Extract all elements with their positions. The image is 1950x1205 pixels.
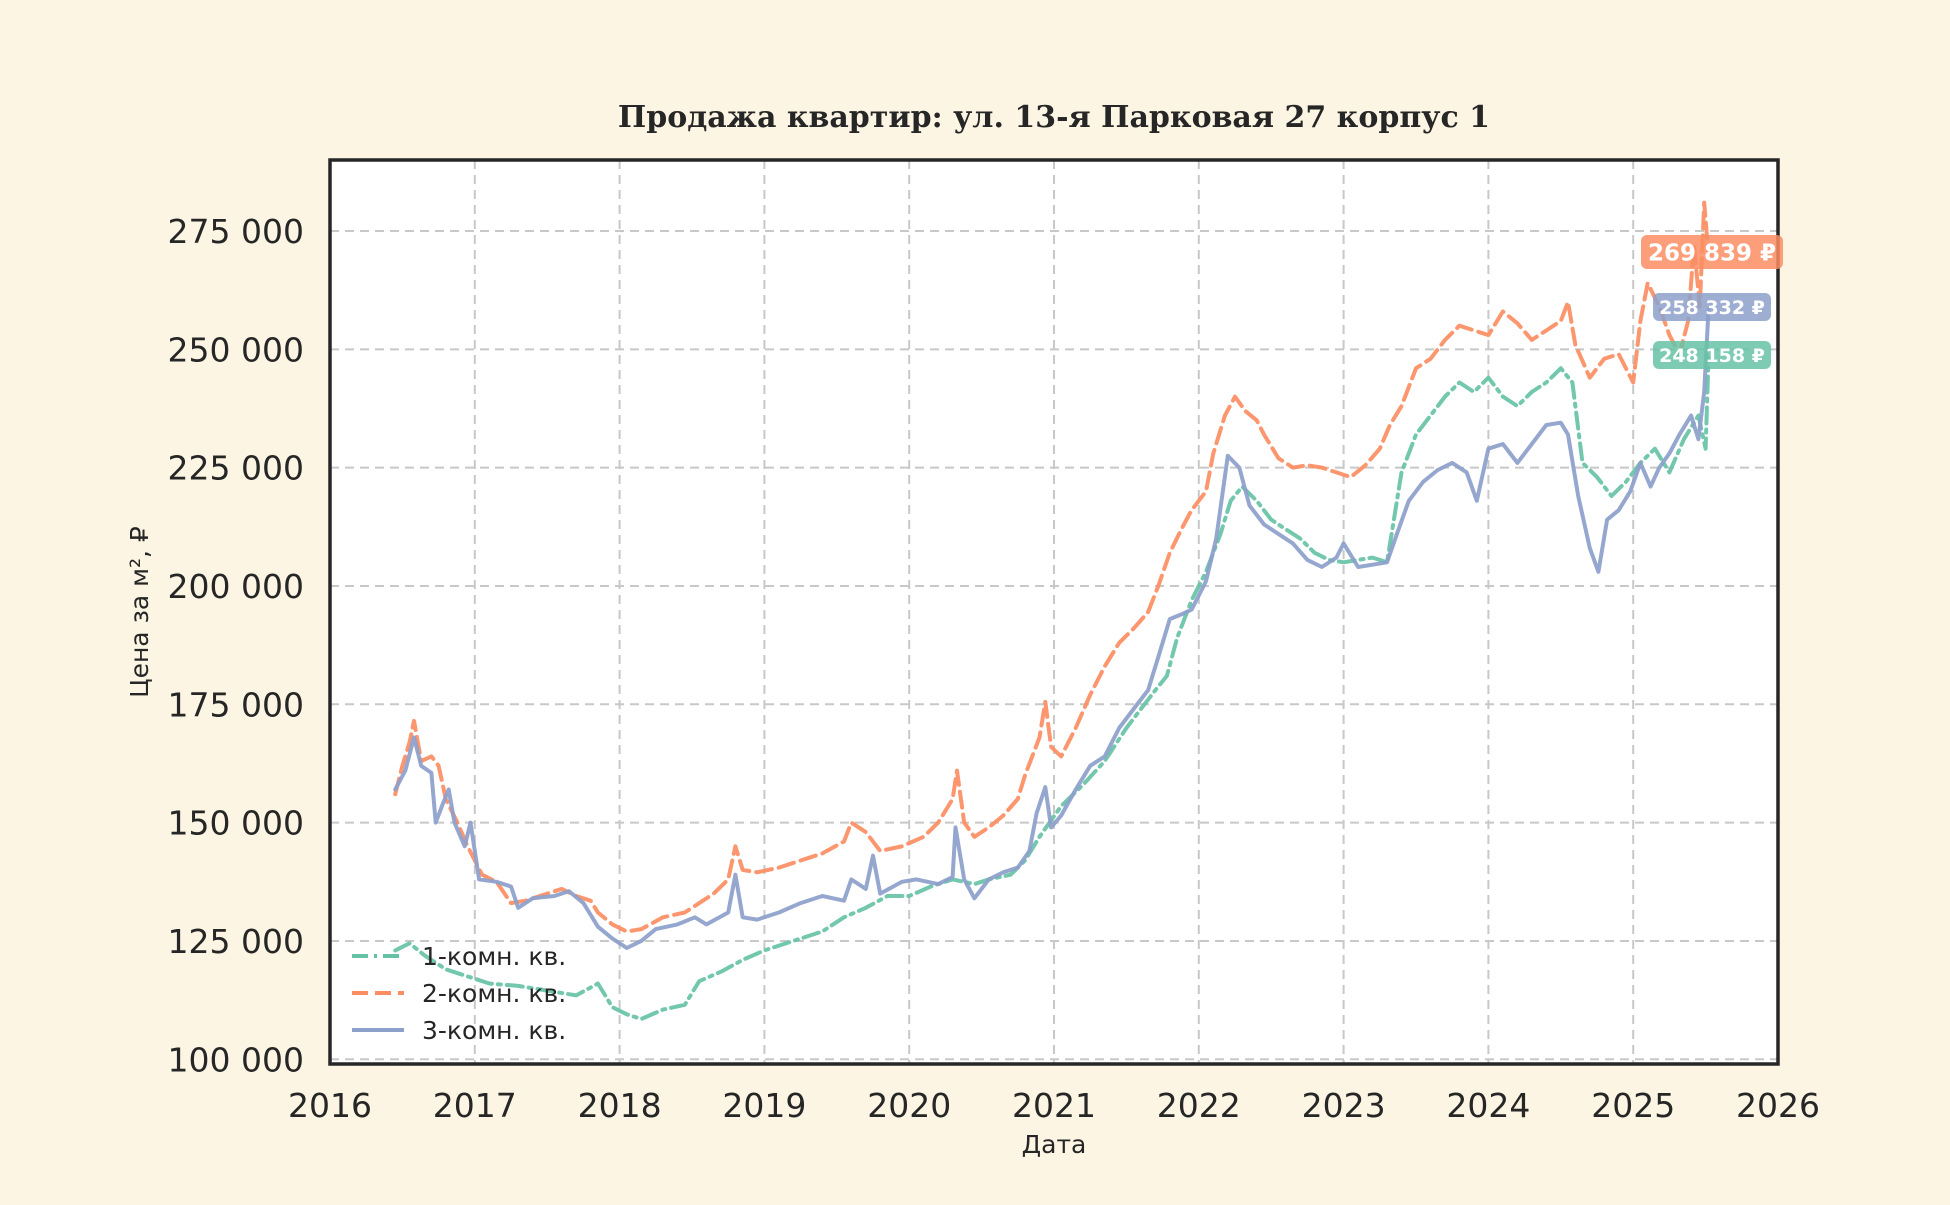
x-tick-label: 2019	[722, 1086, 806, 1125]
x-tick-label: 2017	[433, 1086, 517, 1125]
last-value-label: 258 332 ₽	[1659, 297, 1765, 319]
legend-label: 3-комн. кв.	[422, 1016, 566, 1045]
series-line	[393, 307, 1711, 950]
series-line	[393, 356, 1711, 1021]
x-axis-label: Дата	[1022, 1130, 1087, 1159]
y-tick-label: 150 000	[168, 804, 304, 843]
x-tick-label: 2026	[1736, 1086, 1820, 1125]
last-value-badge	[1653, 293, 1771, 321]
last-value-label: 248 158 ₽	[1659, 345, 1765, 367]
y-tick-label: 275 000	[168, 212, 304, 251]
x-axis-ticks: 2016 2017 2018 2019 2020 2021 2022 2023 2024 2025…	[288, 1086, 1820, 1125]
legend: 1-комн. кв. 2-комн. кв. 3-комн. кв.	[352, 942, 566, 1045]
legend-label: 1-комн. кв.	[422, 942, 566, 971]
series-line	[393, 200, 1711, 934]
y-axis-label: Цена за м², ₽	[125, 526, 154, 698]
x-tick-label: 2025	[1591, 1086, 1675, 1125]
x-tick-label: 2022	[1157, 1086, 1241, 1125]
x-tick-label: 2023	[1302, 1086, 1386, 1125]
y-tick-label: 250 000	[168, 330, 304, 369]
last-value-badge	[1653, 341, 1771, 369]
x-tick-label: 2021	[1012, 1086, 1096, 1125]
chart-title: Продажа квартир: ул. 13-я Парковая 27 ко…	[618, 100, 1490, 135]
last-value-badge	[1641, 235, 1783, 269]
last-value-badges: 269 839 ₽ 258 332 ₽ 248 158 ₽	[1641, 235, 1783, 369]
x-tick-label: 2020	[867, 1086, 951, 1125]
plot-frame	[328, 158, 1780, 1066]
y-tick-label: 100 000	[168, 1040, 304, 1079]
y-tick-label: 125 000	[168, 922, 304, 961]
y-tick-label: 200 000	[168, 567, 304, 606]
y-tick-label: 175 000	[168, 685, 304, 724]
legend-label: 2-комн. кв.	[422, 979, 566, 1008]
x-tick-label: 2018	[578, 1086, 662, 1125]
last-value-label: 269 839 ₽	[1648, 240, 1776, 266]
y-axis-ticks: 100 000 125 000 150 000 175 000 200 000 225 0…	[168, 212, 304, 1079]
series-lines	[393, 200, 1711, 1021]
x-tick-label: 2016	[288, 1086, 372, 1125]
x-tick-label: 2024	[1446, 1086, 1530, 1125]
y-tick-label: 225 000	[168, 449, 304, 488]
